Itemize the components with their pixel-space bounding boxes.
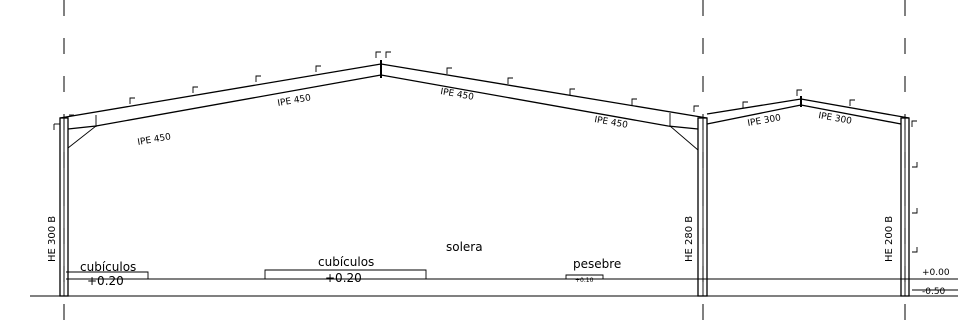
rafter-right-bottom bbox=[380, 74, 699, 130]
haunches bbox=[53, 113, 699, 151]
zone-labels: cubículos +0.20 cubículos +0.20 solera p… bbox=[80, 240, 621, 288]
floor-platforms bbox=[66, 269, 604, 279]
ground-lines bbox=[30, 278, 958, 297]
pesebre-platform bbox=[565, 274, 604, 279]
level-ground: -0.50 bbox=[922, 287, 946, 297]
rafters bbox=[59, 60, 910, 130]
label-small-rafter-1: IPE 300 bbox=[747, 113, 782, 129]
label-right-rafter-1: IPE 450 bbox=[439, 87, 474, 103]
label-cubiculos-1-level: +0.20 bbox=[87, 274, 124, 288]
cubiculos-platform-left bbox=[66, 271, 149, 279]
purlins bbox=[129, 51, 918, 253]
column-middle bbox=[697, 117, 708, 297]
label-left-column: HE 300 B bbox=[47, 216, 58, 262]
level-floor: +0.00 bbox=[922, 268, 950, 278]
columns bbox=[59, 117, 910, 297]
label-cubiculos-2: cubículos bbox=[318, 255, 374, 269]
label-left-rafter-2: IPE 450 bbox=[277, 93, 312, 109]
profile-labels: HE 300 B HE 280 B HE 200 B IPE 450 IPE 4… bbox=[47, 87, 895, 262]
label-middle-column: HE 280 B bbox=[684, 216, 695, 262]
small-rafter-left-bottom bbox=[706, 104, 802, 125]
column-axes bbox=[63, 0, 906, 330]
label-left-rafter-1: IPE 450 bbox=[137, 132, 172, 148]
label-solera: solera bbox=[446, 240, 483, 254]
cubiculos-platform-center bbox=[264, 269, 427, 279]
label-pesebre-level: +0.10 bbox=[575, 277, 594, 284]
label-cubiculos-1: cubículos bbox=[80, 260, 136, 274]
rafter-left-bottom bbox=[67, 74, 382, 130]
level-marks: +0.00 -0.50 bbox=[922, 268, 950, 297]
label-pesebre: pesebre bbox=[573, 257, 621, 271]
small-rafter-left-top bbox=[706, 98, 802, 115]
small-rafter-right-top bbox=[800, 98, 910, 119]
label-right-column: HE 200 B bbox=[884, 216, 895, 262]
rafter-left-top bbox=[59, 63, 382, 119]
rafter-right-top bbox=[380, 63, 708, 119]
label-cubiculos-2-level: +0.20 bbox=[325, 271, 362, 285]
small-rafter-right-bottom bbox=[800, 104, 902, 125]
